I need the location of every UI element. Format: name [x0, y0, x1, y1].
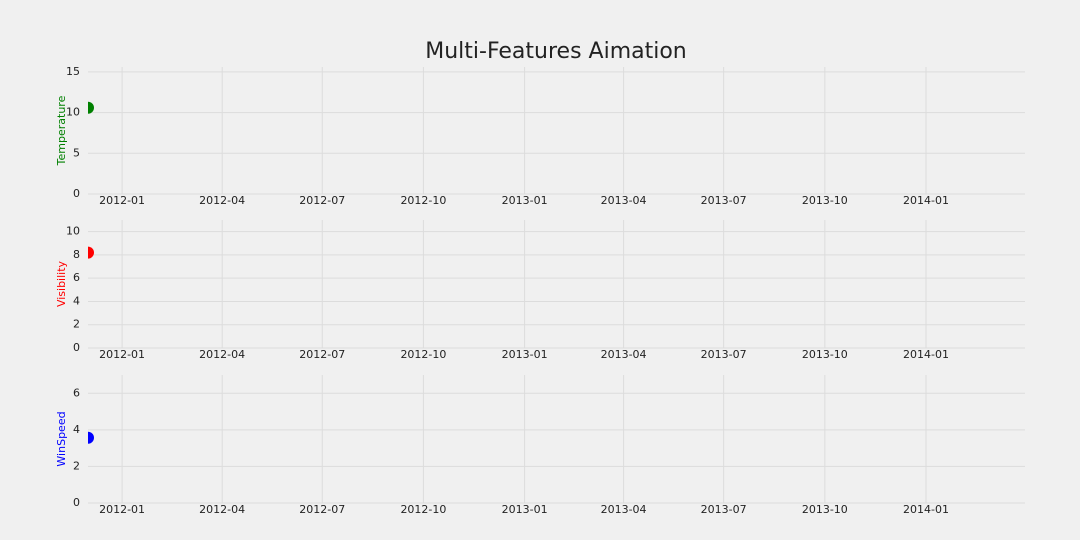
y-tick-label: 4: [73, 423, 80, 436]
x-tick-label: 2014-01: [903, 503, 949, 516]
x-tick-label: 2012-07: [299, 503, 345, 516]
x-tick-label: 2012-01: [99, 503, 145, 516]
x-tick-label: 2013-01: [502, 194, 548, 207]
y-axis-label: WinSpeed: [55, 411, 68, 466]
y-tick-label: 2: [73, 459, 80, 472]
x-tick-label: 2013-10: [802, 503, 848, 516]
y-tick-label: 15: [66, 65, 80, 78]
y-tick-label: 10: [66, 106, 80, 119]
x-tick-label: 2014-01: [903, 194, 949, 207]
x-tick-label: 2013-01: [502, 503, 548, 516]
x-tick-label: 2012-10: [400, 503, 446, 516]
point: [88, 101, 94, 114]
x-tick-label: 2013-04: [601, 348, 647, 361]
y-tick-label: 0: [73, 496, 80, 509]
x-tick-label: 2012-04: [199, 194, 245, 207]
x-tick-label: 2012-10: [400, 194, 446, 207]
x-tick-label: 2013-07: [701, 348, 747, 361]
figure-title: Multi-Features Aimation: [425, 39, 687, 64]
y-tick-label: 0: [73, 341, 80, 354]
x-tick-label: 2012-04: [199, 503, 245, 516]
plot-area: [88, 246, 94, 259]
y-axis-label: Visibility: [55, 260, 68, 307]
plot-area: [88, 431, 94, 444]
x-tick-label: 2013-07: [701, 503, 747, 516]
x-tick-label: 2013-10: [802, 348, 848, 361]
plot-area: [88, 101, 94, 114]
point: [88, 246, 94, 259]
x-tick-label: 2012-10: [400, 348, 446, 361]
x-tick-label: 2013-07: [701, 194, 747, 207]
x-tick-label: 2012-04: [199, 348, 245, 361]
y-tick-label: 4: [73, 294, 80, 307]
y-tick-label: 8: [73, 248, 80, 261]
x-tick-label: 2013-10: [802, 194, 848, 207]
y-tick-label: 5: [73, 146, 80, 159]
x-tick-label: 2012-07: [299, 348, 345, 361]
y-tick-label: 2: [73, 318, 80, 331]
y-tick-label: 0: [73, 187, 80, 200]
x-tick-label: 2014-01: [903, 348, 949, 361]
x-tick-label: 2012-01: [99, 348, 145, 361]
x-tick-label: 2012-07: [299, 194, 345, 207]
y-tick-label: 6: [73, 271, 80, 284]
x-tick-label: 2013-04: [601, 194, 647, 207]
x-tick-label: 2012-01: [99, 194, 145, 207]
point: [88, 431, 94, 444]
y-axis-label: Temperature: [55, 95, 68, 166]
x-tick-label: 2013-01: [502, 348, 548, 361]
y-tick-label: 6: [73, 386, 80, 399]
y-tick-label: 10: [66, 225, 80, 238]
x-tick-label: 2013-04: [601, 503, 647, 516]
